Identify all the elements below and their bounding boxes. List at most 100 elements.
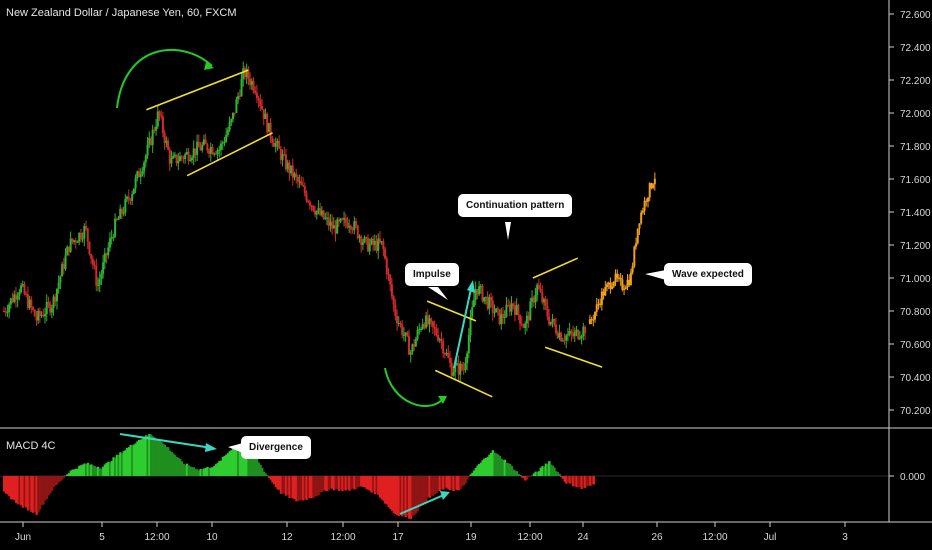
price-tick-label: 71.600	[900, 175, 931, 186]
candle-body	[355, 221, 358, 226]
macd-bar	[220, 460, 223, 476]
candle-body	[358, 236, 361, 238]
macd-bar	[13, 476, 16, 500]
macd-bar	[469, 474, 472, 476]
macd-bar	[428, 476, 431, 498]
macd-bar	[196, 469, 199, 476]
macd-bar	[38, 476, 42, 510]
candle-body	[108, 238, 111, 248]
macd-bar	[167, 447, 170, 476]
macd-bar	[474, 467, 478, 476]
candle-body	[202, 139, 205, 145]
candle-body	[409, 352, 412, 355]
candle-body	[537, 284, 540, 289]
macd-bar	[399, 476, 402, 515]
candle-body	[491, 300, 494, 313]
macd-bar	[40, 476, 43, 505]
macd-bar	[438, 476, 442, 491]
projection-body	[614, 273, 617, 282]
candle-body	[134, 178, 137, 189]
macd-bar	[314, 476, 317, 497]
candle-body	[543, 299, 546, 303]
macd-bar	[541, 466, 544, 476]
candle-body	[308, 201, 311, 206]
candle-body	[187, 151, 190, 161]
macd-bar	[560, 476, 563, 478]
candle-body	[384, 249, 387, 259]
candle-body	[14, 294, 17, 300]
projection-body	[590, 319, 593, 321]
macd-bar	[355, 476, 358, 489]
macd-bar	[122, 451, 126, 476]
candle-body	[225, 134, 228, 142]
time-tick-label: 12	[281, 532, 293, 543]
candle-body	[515, 304, 518, 315]
macd-bar	[524, 476, 527, 481]
projection-body	[594, 311, 597, 320]
macd-bar	[259, 464, 262, 476]
macd-bar	[44, 476, 47, 501]
candle-body	[249, 78, 252, 85]
price-tick-label: 72.200	[900, 76, 931, 87]
macd-bar	[278, 476, 281, 490]
candle-body	[261, 105, 264, 110]
candle-body	[430, 318, 433, 322]
macd-bar	[262, 471, 266, 476]
candle-body	[495, 308, 498, 313]
projection-body	[638, 223, 641, 229]
macd-bar	[507, 463, 510, 476]
candle-body	[184, 154, 187, 159]
candle-body	[290, 165, 293, 174]
macd-bar	[194, 469, 197, 476]
candle-body	[281, 154, 284, 161]
macd-bar	[225, 454, 228, 476]
time-tick-label: 17	[392, 532, 404, 543]
macd-bar	[496, 454, 500, 476]
macd-bar	[173, 455, 177, 476]
divergence-callout: Divergence	[241, 436, 311, 459]
candle-body	[474, 289, 477, 300]
candle-body	[443, 353, 446, 355]
macd-bar	[360, 476, 363, 487]
macd-bar	[279, 476, 283, 494]
candle-body	[413, 344, 416, 347]
macd-bar	[375, 476, 378, 494]
macd-bar	[455, 476, 459, 491]
macd-bar	[124, 450, 127, 476]
macd-bar	[484, 457, 488, 476]
trendline	[434, 369, 493, 398]
macd-bar	[138, 439, 141, 476]
candle-body	[243, 68, 246, 77]
candle-body	[273, 142, 276, 147]
projection-body	[626, 279, 629, 288]
macd-bar	[525, 476, 529, 480]
candle-body	[103, 253, 106, 263]
macd-bar	[86, 462, 90, 476]
macd-bar	[132, 444, 136, 476]
macd-bar	[332, 476, 336, 491]
candle-body	[498, 309, 501, 325]
time-axis[interactable]: Jun 5 12:00 10 12 12:00 17 19 12:00 24 26 12:00 Jul 3	[15, 522, 848, 543]
macd-bar	[565, 476, 568, 484]
macd-bar	[170, 451, 173, 476]
candle-body	[95, 265, 98, 286]
macd-bar	[223, 455, 226, 476]
macd-bar	[361, 476, 365, 487]
macd-bar	[312, 476, 315, 498]
candle-body	[13, 294, 16, 302]
candle-body	[320, 210, 323, 215]
candle-body	[30, 299, 33, 308]
candle-body	[197, 141, 200, 148]
candle-body	[38, 310, 41, 316]
candle-body	[245, 69, 248, 77]
macd-bar	[534, 471, 537, 476]
macd-bar	[182, 463, 185, 476]
price-axis[interactable]: 72.600 72.400 72.200 72.000 71.800 71.600 71.4…	[889, 10, 931, 417]
candle-body	[32, 307, 35, 310]
macd-bar	[551, 465, 554, 476]
candle-body	[235, 99, 238, 113]
candle-body	[4, 311, 7, 313]
macd-bar	[23, 476, 26, 507]
macd-bar	[337, 476, 341, 491]
